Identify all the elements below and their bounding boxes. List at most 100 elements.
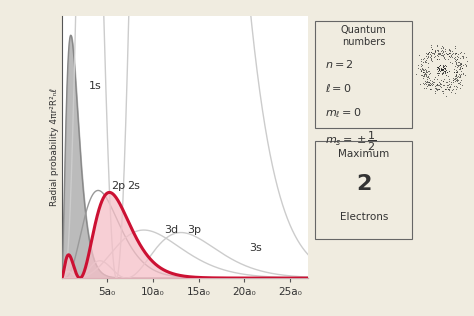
- Point: [441, 67, 448, 72]
- Point: [445, 47, 453, 52]
- Point: [425, 80, 433, 85]
- Point: [442, 80, 449, 85]
- Point: [452, 72, 459, 77]
- Point: [453, 70, 461, 75]
- Point: [436, 50, 444, 55]
- Point: [438, 48, 446, 53]
- Point: [442, 65, 449, 70]
- Point: [417, 61, 425, 66]
- Point: [420, 82, 428, 87]
- Point: [440, 78, 447, 83]
- Point: [419, 67, 427, 72]
- Point: [453, 59, 460, 64]
- Point: [450, 70, 457, 75]
- Point: [451, 78, 459, 83]
- Point: [426, 86, 434, 91]
- Point: [447, 48, 454, 53]
- Point: [450, 80, 457, 85]
- Point: [437, 68, 445, 73]
- Point: [441, 86, 448, 91]
- Point: [439, 67, 447, 72]
- Point: [435, 67, 442, 72]
- Point: [420, 72, 428, 77]
- Point: [424, 50, 432, 55]
- Point: [435, 86, 443, 91]
- Point: [417, 66, 424, 71]
- Point: [418, 67, 425, 72]
- Point: [442, 63, 449, 68]
- Point: [453, 57, 461, 62]
- Point: [414, 65, 422, 70]
- Point: [439, 63, 447, 68]
- Point: [455, 74, 463, 79]
- Point: [432, 49, 439, 54]
- Point: [433, 52, 441, 57]
- Point: [442, 70, 449, 76]
- Point: [428, 80, 436, 85]
- Point: [441, 46, 449, 51]
- Point: [444, 86, 452, 91]
- Point: [420, 86, 428, 91]
- Point: [461, 62, 469, 67]
- Point: [447, 48, 454, 53]
- Point: [439, 48, 447, 53]
- Point: [434, 51, 442, 56]
- Point: [433, 43, 440, 48]
- Text: 2s: 2s: [128, 181, 140, 191]
- Point: [452, 75, 460, 80]
- Point: [421, 59, 428, 64]
- Point: [435, 65, 443, 70]
- Point: [438, 67, 446, 72]
- Point: [438, 49, 445, 54]
- Point: [423, 53, 430, 58]
- Point: [439, 53, 447, 58]
- Point: [437, 78, 444, 83]
- Point: [451, 46, 459, 51]
- Point: [456, 65, 464, 70]
- Point: [422, 73, 430, 78]
- Point: [443, 86, 450, 91]
- Point: [454, 54, 462, 59]
- Point: [445, 52, 452, 57]
- Point: [459, 55, 466, 60]
- Point: [446, 85, 454, 90]
- Point: [433, 66, 441, 71]
- Point: [458, 53, 466, 58]
- Point: [427, 82, 435, 87]
- Point: [446, 54, 454, 59]
- Point: [449, 78, 457, 83]
- Point: [456, 64, 464, 69]
- Point: [421, 59, 429, 64]
- Point: [455, 73, 462, 78]
- Point: [428, 54, 435, 59]
- Point: [436, 83, 443, 88]
- Point: [432, 82, 440, 88]
- Point: [456, 86, 464, 91]
- Point: [453, 68, 461, 73]
- Text: 3p: 3p: [188, 225, 201, 235]
- Point: [422, 51, 429, 56]
- Point: [426, 80, 434, 85]
- Point: [431, 50, 439, 55]
- Point: [433, 81, 441, 86]
- Point: [436, 63, 443, 68]
- Point: [428, 46, 436, 51]
- Point: [438, 67, 445, 72]
- Point: [452, 61, 459, 66]
- Point: [452, 70, 459, 75]
- Point: [457, 50, 465, 55]
- Point: [463, 64, 470, 69]
- Point: [424, 75, 432, 80]
- Point: [446, 88, 453, 93]
- Point: [425, 82, 433, 87]
- Point: [419, 72, 426, 77]
- Point: [451, 52, 458, 57]
- Point: [456, 73, 464, 78]
- Text: $m_\ell = 0$: $m_\ell = 0$: [325, 106, 361, 120]
- Point: [422, 79, 429, 84]
- Point: [422, 85, 429, 90]
- Point: [445, 46, 453, 52]
- Point: [441, 49, 449, 54]
- Point: [440, 66, 447, 71]
- Point: [422, 60, 429, 65]
